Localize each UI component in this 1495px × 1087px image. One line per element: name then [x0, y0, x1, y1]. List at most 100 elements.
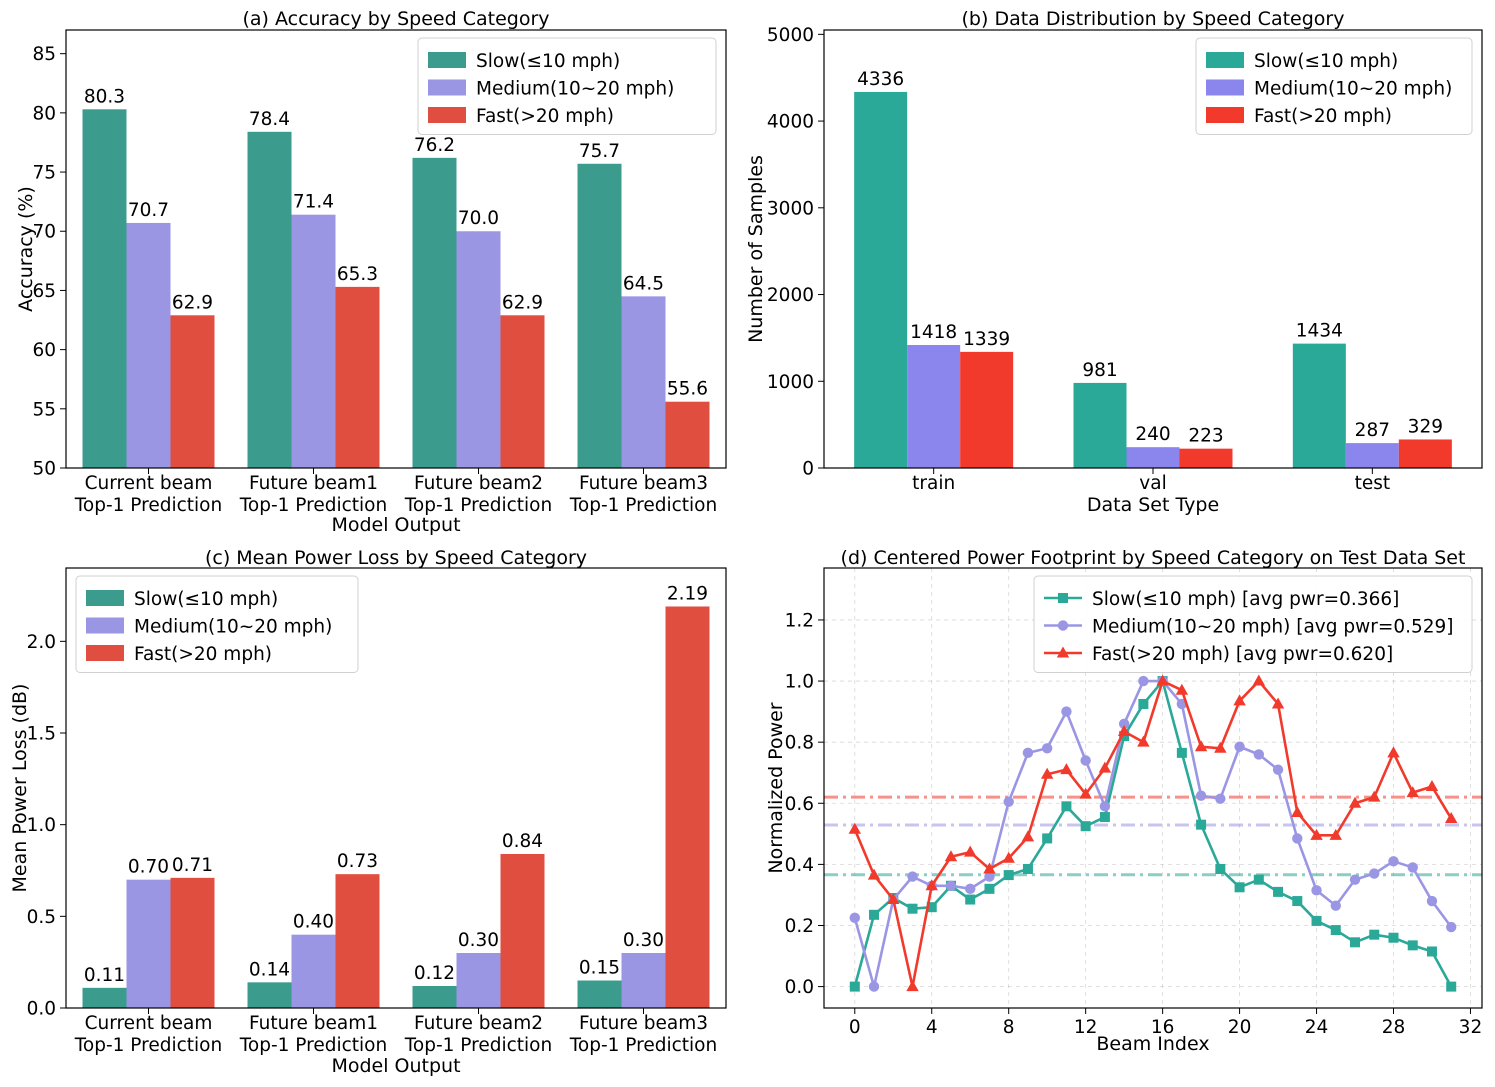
panel-d-data-point — [925, 879, 938, 891]
panel-d-data-point — [1369, 868, 1380, 879]
panel-a-bar-value-label: 70.7 — [128, 200, 169, 221]
panel-d-data-point — [1080, 755, 1091, 766]
panel-b-bar-value-label: 4336 — [857, 69, 904, 90]
panel-d-xtick-label: 0 — [849, 1017, 861, 1038]
panel-a-bar — [456, 231, 501, 468]
panel-a-xtick-label: Top-1 Prediction — [239, 495, 387, 516]
panel-b-bar — [1126, 447, 1180, 468]
panel-d-data-point — [965, 894, 976, 905]
panel-d-axes-frame — [823, 567, 1483, 1009]
panel-a-bar — [500, 315, 545, 468]
panel-d-data-point — [984, 883, 995, 894]
panel-c-bar-value-label: 2.19 — [667, 584, 708, 605]
panel-d-data-point — [1061, 801, 1072, 812]
panel-c-bar — [456, 953, 501, 1008]
panel-d-ytick-label: 0.2 — [785, 916, 814, 937]
panel-a-bar — [412, 157, 457, 469]
panel-b-bar — [1073, 382, 1127, 468]
panel-c-title: (c) Mean Power Loss by Speed Category — [205, 547, 587, 569]
panel-b-bar — [854, 91, 908, 469]
panel-b-bar-value-label: 223 — [1188, 426, 1223, 447]
panel-d-data-point — [1350, 937, 1361, 948]
panel-b-bar — [1345, 443, 1399, 468]
panel-d-xlabel: Beam Index — [1096, 1033, 1209, 1055]
panel-a-bar-value-label: 78.4 — [249, 109, 290, 130]
panel-d-data-point — [1175, 683, 1189, 695]
panel-c-legend-label: Medium(10~20 mph) — [134, 617, 332, 638]
panel-d-data-point — [1061, 706, 1072, 717]
panel-d-ytick-label: 0.8 — [785, 733, 814, 754]
panel-d-data-point — [1196, 819, 1207, 830]
panel-d-data-point — [907, 903, 918, 914]
panel-a-legend-swatch — [428, 79, 466, 96]
panel-c-axes-frame — [65, 567, 727, 1009]
panel-b-legend-swatch — [1206, 107, 1244, 123]
panel-d-data-point — [867, 868, 881, 880]
panel-b-bar-value-label: 240 — [1135, 424, 1170, 445]
panel-d-data-point — [1253, 874, 1264, 885]
panel-b-bar-value-label: 1418 — [910, 322, 957, 343]
panel-a-xtick-label: Future beam2 — [414, 473, 543, 494]
panel-d-data-point — [1156, 674, 1169, 686]
panel-a-ytick-label: 70 — [32, 222, 56, 243]
panel-d-data-point — [1426, 895, 1438, 907]
panel-a-ytick-label: 60 — [32, 340, 56, 361]
panel-a-legend-swatch — [428, 107, 466, 123]
panel-d-data-point — [984, 871, 995, 882]
panel-d-data-point — [1369, 929, 1380, 940]
panel-d-data-point — [1234, 741, 1245, 752]
panel-d-ytick-label: 1.0 — [785, 672, 814, 693]
panel-d-data-point — [1446, 921, 1457, 933]
panel-c-xlabel: Model Output — [331, 1055, 460, 1077]
panel-c-bar-value-label: 0.40 — [293, 912, 334, 933]
panel-d-data-point — [1426, 946, 1437, 957]
panel-b-legend-swatch — [1206, 79, 1244, 96]
panel-d-data-point — [906, 980, 919, 992]
panel-d-data-point — [868, 981, 880, 992]
panel-d-power-footprint-chart: (d) Centered Power Footprint by Speed Ca… — [765, 547, 1483, 1055]
panel-d-data-point — [983, 862, 996, 874]
panel-d-data-point — [1003, 870, 1014, 881]
panel-d-data-point — [1388, 932, 1399, 943]
panel-d-data-point — [1271, 697, 1285, 709]
panel-c-bar — [621, 953, 666, 1008]
panel-a-accuracy-chart: (a) Accuracy by Speed Category Model Out… — [15, 8, 727, 536]
panel-d-xtick-label: 8 — [1003, 1017, 1015, 1038]
panel-d-xtick-label: 4 — [926, 1017, 938, 1038]
panel-b-legend-label: Fast(>20 mph) — [1254, 106, 1392, 127]
panel-d-data-point — [869, 909, 880, 920]
panel-d-data-point — [1099, 801, 1111, 812]
panel-a-xtick-label: Future beam1 — [249, 473, 378, 494]
panel-c-bar-value-label: 0.70 — [128, 857, 169, 878]
panel-b-legend-frame — [1195, 37, 1473, 135]
panel-a-legend-frame — [417, 37, 717, 135]
panel-d-ytick-label: 0.6 — [785, 794, 814, 815]
panel-d-data-point — [1098, 761, 1112, 773]
panel-d-data-point — [1060, 763, 1073, 775]
panel-d-data-point — [1387, 746, 1400, 758]
panel-c-bar — [291, 934, 336, 1008]
panel-b-legend-label: Medium(10~20 mph) — [1254, 79, 1452, 100]
panel-a-bar — [170, 315, 215, 468]
panel-d-data-point — [1194, 740, 1208, 752]
panel-d-xtick-label: 16 — [1151, 1017, 1175, 1038]
panel-c-xtick-label: Top-1 Prediction — [74, 1035, 222, 1056]
panel-c-bar — [665, 606, 710, 1008]
panel-d-data-point — [1252, 674, 1266, 686]
panel-d-data-point — [1368, 790, 1381, 802]
panel-b-xtick-label: val — [1139, 473, 1166, 494]
panel-d-data-point — [1445, 812, 1458, 824]
panel-d-data-point — [1349, 874, 1361, 885]
panel-d-data-point — [1079, 787, 1092, 799]
panel-d-legend-label: Medium(10~20 mph) [avg pwr=0.529] — [1092, 617, 1454, 638]
panel-d-ytick-label: 1.2 — [785, 610, 814, 631]
panel-d-data-point — [1310, 828, 1323, 840]
panel-a-bar-value-label: 64.5 — [623, 273, 664, 294]
panel-a-bar — [247, 131, 292, 468]
panel-d-data-point — [1138, 675, 1149, 687]
panel-c-bar-value-label: 0.14 — [249, 959, 290, 980]
panel-a-xtick-label: Current beam — [85, 473, 213, 494]
panel-b-ytick-label: 2000 — [767, 285, 814, 306]
panel-c-bar-value-label: 0.15 — [579, 958, 620, 979]
panel-d-data-point — [1425, 779, 1439, 791]
